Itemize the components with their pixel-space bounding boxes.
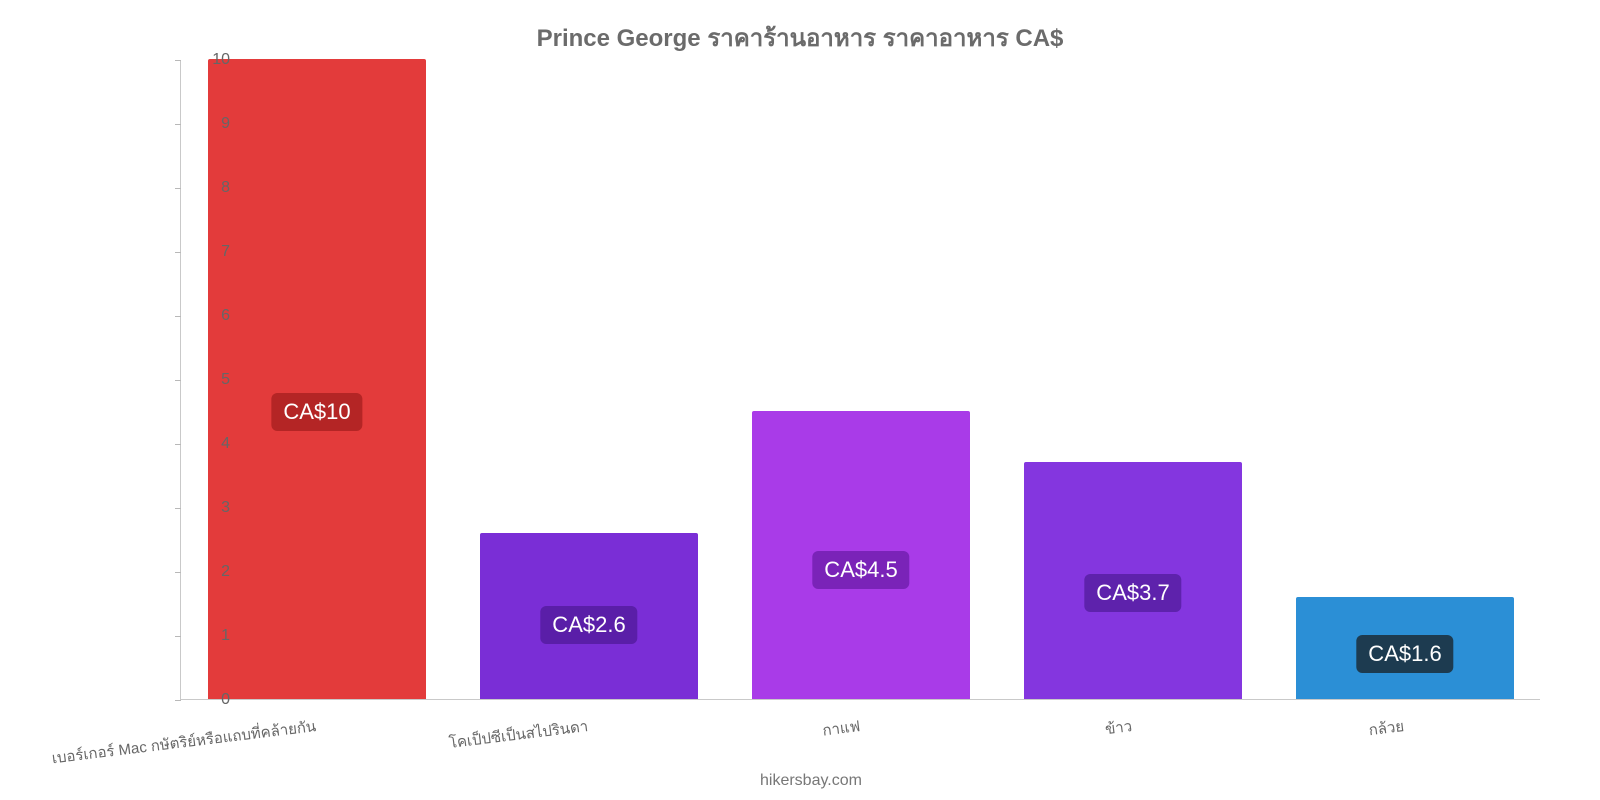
y-tick-label: 3 — [221, 499, 230, 517]
bar-value-badge: CA$10 — [271, 393, 362, 431]
y-tick-label: 1 — [221, 627, 230, 645]
y-tick-label: 10 — [212, 51, 230, 69]
x-tick-label: เบอร์เกอร์ Mac กษัตริย์หรือแถบที่คล้ายกั… — [50, 714, 317, 770]
x-tick-label: โคเป็ปซีเป็นสไปรินดา — [448, 714, 590, 755]
bar-value-badge: CA$4.5 — [812, 551, 909, 589]
y-tick-label: 8 — [221, 179, 230, 197]
y-tick — [175, 60, 181, 61]
x-tick-label: ข้าว — [1104, 714, 1134, 741]
y-tick-label: 2 — [221, 563, 230, 581]
y-tick-label: 5 — [221, 371, 230, 389]
x-tick-label: กาแฟ — [821, 714, 861, 742]
bar-value-badge: CA$3.7 — [1084, 574, 1181, 612]
bar-value-badge: CA$2.6 — [540, 606, 637, 644]
x-tick-label: กล้วย — [1367, 714, 1405, 742]
y-tick — [175, 188, 181, 189]
price-bar-chart: Prince George ราคาร้านอาหาร ราคาอาหาร CA… — [0, 0, 1600, 800]
y-tick — [175, 572, 181, 573]
chart-title: Prince George ราคาร้านอาหาร ราคาอาหาร CA… — [0, 18, 1600, 57]
y-tick — [175, 316, 181, 317]
y-tick — [175, 700, 181, 701]
y-tick — [175, 508, 181, 509]
bar-value-badge: CA$1.6 — [1356, 635, 1453, 673]
bar — [208, 59, 426, 699]
y-tick-label: 6 — [221, 307, 230, 325]
y-tick-label: 0 — [221, 691, 230, 709]
y-tick — [175, 380, 181, 381]
y-tick — [175, 252, 181, 253]
y-tick — [175, 636, 181, 637]
plot-area: CA$10 CA$2.6 CA$4.5 CA$3.7 CA$1.6 — [180, 60, 1540, 700]
y-tick-label: 7 — [221, 243, 230, 261]
y-tick-label: 4 — [221, 435, 230, 453]
y-tick-label: 9 — [221, 115, 230, 133]
attribution-text: hikersbay.com — [760, 772, 862, 790]
y-tick — [175, 124, 181, 125]
y-tick — [175, 444, 181, 445]
